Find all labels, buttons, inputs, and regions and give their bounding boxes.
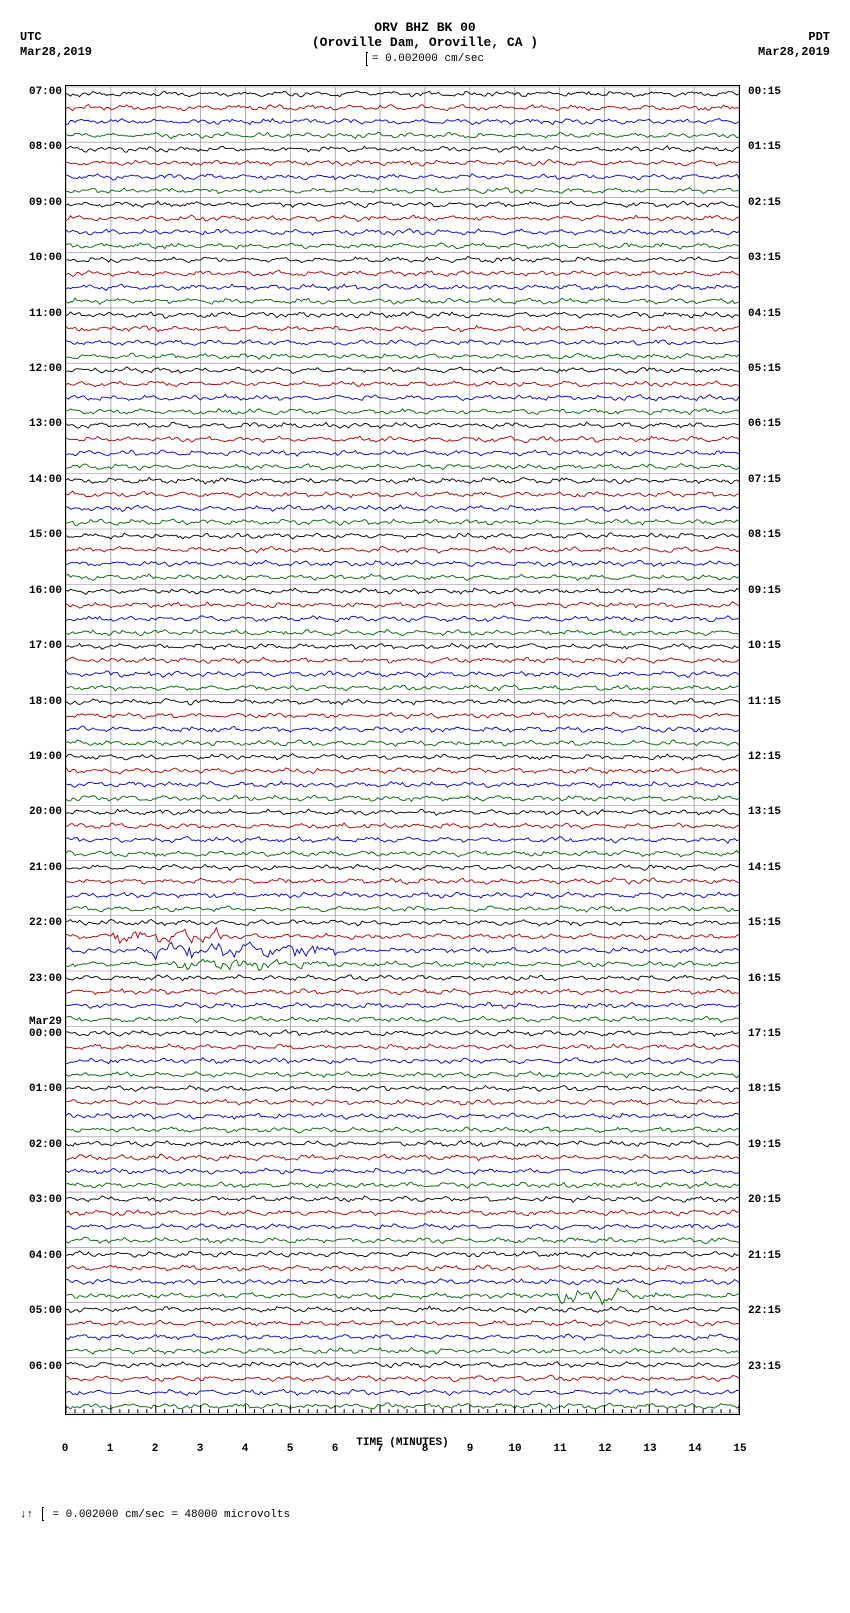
left-time-label: 17:00 [20,640,62,652]
left-time-label: 12:00 [20,363,62,375]
x-tick-label: 15 [733,1443,746,1455]
x-tick-label: 12 [598,1443,611,1455]
scale-bar-icon [42,1507,44,1521]
right-time-label: 23:15 [748,1361,781,1373]
x-tick-label: 6 [332,1443,339,1455]
right-time-label: 08:15 [748,529,781,541]
mid-date-label: Mar29 [20,1016,62,1028]
x-tick-label: 7 [377,1443,384,1455]
left-time-label: 20:00 [20,806,62,818]
right-time-label: 19:15 [748,1139,781,1151]
left-time-label: 16:00 [20,585,62,597]
right-time-label: 12:15 [748,751,781,763]
right-time-label: 20:15 [748,1194,781,1206]
x-tick-label: 8 [422,1443,429,1455]
left-time-label: 07:00 [20,86,62,98]
right-time-label: 00:15 [748,86,781,98]
left-time-label: 22:00 [20,917,62,929]
tz-right-label: PDT [808,30,830,44]
scale-text: = 0.002000 cm/sec [372,53,484,65]
left-time-label: 02:00 [20,1139,62,1151]
x-tick-label: 3 [197,1443,204,1455]
left-time-label: 01:00 [20,1083,62,1095]
plot-area: 07:00 08:00 09:00 10:00 11:00 12:00 13:00 14:00… [20,85,830,1415]
right-time-label: 01:15 [748,141,781,153]
scale-bar-icon [366,52,368,66]
x-axis-label: TIME (MINUTES) [65,1437,740,1449]
left-time-label: 21:00 [20,862,62,874]
right-time-label: 03:15 [748,252,781,264]
x-tick-label: 14 [688,1443,701,1455]
scale-indicator: = 0.002000 cm/sec [366,52,484,66]
right-time-label: 02:15 [748,197,781,209]
right-time-label: 18:15 [748,1083,781,1095]
left-time-label: 10:00 [20,252,62,264]
date-right-label: Mar28,2019 [758,45,830,59]
right-time-label: 06:15 [748,418,781,430]
x-tick-label: 0 [62,1443,69,1455]
right-time-label: 10:15 [748,640,781,652]
right-time-label: 05:15 [748,363,781,375]
right-time-label: 14:15 [748,862,781,874]
footer-scale: ↓↑ = 0.002000 cm/sec = 48000 microvolts [20,1507,830,1521]
right-time-label: 16:15 [748,973,781,985]
x-tick-label: 10 [508,1443,521,1455]
right-time-label: 22:15 [748,1305,781,1317]
x-tick-label: 1 [107,1443,114,1455]
left-time-label: 03:00 [20,1194,62,1206]
date-left-label: Mar28,2019 [20,45,92,59]
footer-prefix: ↓↑ [20,1509,33,1521]
left-time-label: 11:00 [20,308,62,320]
footer-text: = 0.002000 cm/sec = 48000 microvolts [52,1509,290,1521]
left-time-label: 00:00 [20,1028,62,1040]
left-time-label: 04:00 [20,1250,62,1262]
left-time-label: 13:00 [20,418,62,430]
location-title: (Oroville Dam, Oroville, CA ) [20,35,830,50]
left-time-label: 19:00 [20,751,62,763]
tz-left-label: UTC [20,30,42,44]
left-time-label: 14:00 [20,474,62,486]
station-title: ORV BHZ BK 00 [20,20,830,35]
left-time-label: 18:00 [20,696,62,708]
right-time-label: 04:15 [748,308,781,320]
left-time-label: 09:00 [20,197,62,209]
left-time-label: 08:00 [20,141,62,153]
x-tick-label: 5 [287,1443,294,1455]
x-tick-label: 11 [553,1443,566,1455]
right-time-label: 15:15 [748,917,781,929]
x-tick-label: 4 [242,1443,249,1455]
right-time-label: 09:15 [748,585,781,597]
right-time-label: 07:15 [748,474,781,486]
header: UTC Mar28,2019 PDT Mar28,2019 ORV BHZ BK… [20,20,830,80]
seismogram-svg [65,85,740,1415]
right-time-label: 17:15 [748,1028,781,1040]
right-time-label: 13:15 [748,806,781,818]
left-time-label: 23:00 [20,973,62,985]
x-tick-label: 13 [643,1443,656,1455]
x-tick-label: 9 [467,1443,474,1455]
right-time-label: 21:15 [748,1250,781,1262]
left-time-label: 06:00 [20,1361,62,1373]
left-time-label: 15:00 [20,529,62,541]
left-time-label: 05:00 [20,1305,62,1317]
x-axis: 0123456789101112131415 TIME (MINUTES) [65,1437,740,1477]
seismogram-container: UTC Mar28,2019 PDT Mar28,2019 ORV BHZ BK… [20,20,830,1521]
x-tick-label: 2 [152,1443,159,1455]
right-time-label: 11:15 [748,696,781,708]
